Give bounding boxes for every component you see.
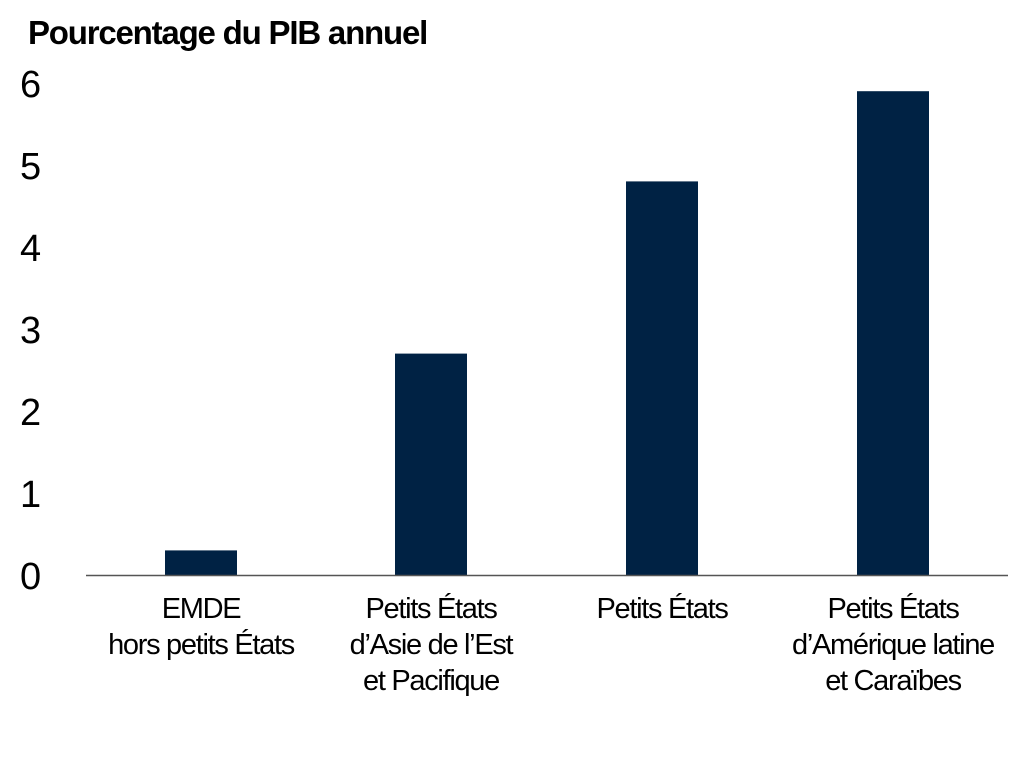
y-tick-label: 0 xyxy=(20,556,41,598)
x-tick-label: Petits États d’Asie de l’Est et Pacifique xyxy=(350,592,514,697)
x-tick-label: EMDE hors petits États xyxy=(108,593,295,661)
x-tick-label-line: EMDE xyxy=(162,593,242,625)
y-tick-label: 2 xyxy=(20,392,41,434)
bar xyxy=(395,353,467,575)
y-tick-label: 3 xyxy=(20,310,41,352)
x-tick-label: Petits États d’Amérique latine et Caraïbes xyxy=(792,592,994,697)
bar xyxy=(165,550,237,575)
bar xyxy=(626,181,698,575)
x-tick-label-line: et Pacifique xyxy=(363,665,499,697)
x-tick-label-line: Petits États xyxy=(827,592,959,625)
y-tick-label: 5 xyxy=(20,146,41,188)
y-tick-label: 1 xyxy=(20,474,41,516)
x-tick-label-line: Petits États xyxy=(596,592,728,625)
x-tick-label-line: hors petits États xyxy=(108,628,295,661)
x-tick-label-line: d’Amérique latine xyxy=(792,629,994,661)
x-tick-label-line: et Caraïbes xyxy=(825,665,961,697)
x-tick-label: Petits États xyxy=(596,592,728,625)
x-axis-tick-labels: EMDE hors petits États Petits États d’Asie … xyxy=(108,592,995,697)
x-tick-label-line: Petits États xyxy=(365,592,497,625)
y-axis-tick-labels: 0 1 2 3 4 5 6 xyxy=(20,64,41,598)
bar xyxy=(857,91,929,575)
chart-title: Pourcentage du PIB annuel xyxy=(28,14,427,51)
y-tick-label: 6 xyxy=(20,64,41,106)
x-tick-label-line: d’Asie de l’Est xyxy=(350,629,514,661)
bars xyxy=(165,91,929,575)
y-tick-label: 4 xyxy=(20,228,41,270)
